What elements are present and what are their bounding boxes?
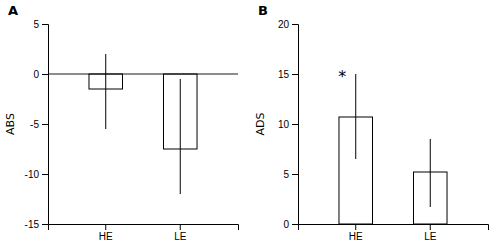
annotation: * (338, 67, 346, 86)
x-tick-mark (355, 224, 356, 230)
x-tick-label: HE (349, 231, 363, 242)
y-tick-mark (42, 24, 48, 25)
x-axis-line (49, 225, 239, 231)
y-tick: 5 (33, 19, 48, 30)
x-tick-label: LE (424, 231, 437, 242)
y-tick: 0 (33, 69, 48, 80)
panel: 0 5 10 15 20 HE LE * ADS B (254, 3, 489, 242)
y-axis: 0 5 10 15 20 (278, 19, 299, 230)
x-axis: HE LE (49, 224, 239, 242)
y-tick-label: 5 (33, 19, 39, 30)
x-tick-label: HE (99, 231, 113, 242)
x-tick: HE (349, 224, 363, 242)
panel: -15 -10 -5 0 5 HE LE ABS A (4, 3, 239, 242)
y-tick-mark (292, 24, 298, 25)
y-tick: 5 (283, 169, 298, 180)
y-tick: 20 (278, 19, 298, 30)
y-tick-label: 15 (278, 69, 290, 80)
y-tick-label: -10 (25, 169, 40, 180)
y-tick: 0 (283, 219, 298, 230)
panel-title: B (258, 3, 268, 18)
y-tick: -10 (25, 169, 48, 180)
y-tick-label: 0 (283, 219, 289, 230)
plot-area (48, 54, 238, 194)
x-tick-mark (430, 224, 431, 230)
error-bar (430, 139, 431, 207)
x-tick-mark (105, 224, 106, 230)
x-tick-label: LE (174, 231, 187, 242)
y-tick-mark (42, 224, 48, 225)
error-bar (105, 54, 106, 129)
y-tick-mark (292, 224, 298, 225)
y-tick-label: -5 (30, 119, 39, 130)
x-axis-line (299, 225, 489, 231)
y-tick-label: 0 (33, 69, 39, 80)
y-tick: 10 (278, 119, 298, 130)
y-tick: 15 (278, 69, 298, 80)
y-axis-line (42, 25, 49, 225)
plot-area (339, 74, 447, 224)
y-tick-label: 5 (283, 169, 289, 180)
x-tick: HE (99, 224, 113, 242)
x-tick: LE (424, 224, 437, 242)
zero-line (48, 74, 238, 75)
y-tick-mark (292, 174, 298, 175)
y-tick: -5 (30, 119, 48, 130)
panel-title: A (8, 3, 18, 18)
y-tick-label: 20 (278, 19, 290, 30)
y-tick-mark (42, 74, 48, 75)
y-tick-label: -15 (25, 219, 40, 230)
y-axis-title: ABS (4, 113, 17, 135)
y-tick-label: 10 (278, 119, 290, 130)
y-tick: -15 (25, 219, 48, 230)
y-tick-mark (292, 124, 298, 125)
x-axis: HE LE (299, 224, 489, 242)
x-tick-mark (180, 224, 181, 230)
y-axis-line (292, 25, 299, 225)
figure: -15 -10 -5 0 5 HE LE ABS A 0 5 10 15 20 HE LE * ADS B (0, 0, 500, 250)
x-tick: LE (174, 224, 187, 242)
y-tick-mark (42, 124, 48, 125)
error-bar (355, 74, 356, 159)
error-bar (180, 79, 181, 194)
y-tick-mark (292, 74, 298, 75)
y-axis: -15 -10 -5 0 5 (25, 19, 49, 230)
y-tick-mark (42, 174, 48, 175)
y-axis-title: ADS (254, 112, 267, 135)
